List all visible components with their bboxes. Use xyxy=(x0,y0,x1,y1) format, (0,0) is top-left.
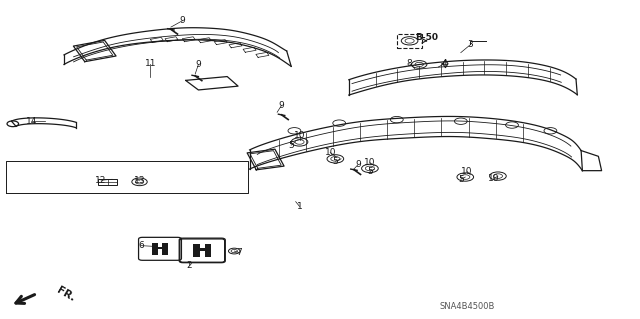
Text: 9: 9 xyxy=(196,60,201,69)
Text: 5: 5 xyxy=(289,141,294,150)
Bar xyxy=(397,34,422,48)
Text: B-50: B-50 xyxy=(415,33,438,42)
Text: 8: 8 xyxy=(407,59,412,68)
Bar xyxy=(98,179,117,185)
Text: SNA4B4500B: SNA4B4500B xyxy=(440,302,495,311)
Text: 2: 2 xyxy=(186,261,191,270)
Bar xyxy=(152,243,158,255)
Text: FR.: FR. xyxy=(55,285,77,303)
Bar xyxy=(205,244,211,257)
Bar xyxy=(200,249,205,251)
Text: 1: 1 xyxy=(297,202,302,211)
Text: 10: 10 xyxy=(324,148,336,157)
Text: 5: 5 xyxy=(458,175,463,184)
Text: 13: 13 xyxy=(134,176,145,185)
Text: 9: 9 xyxy=(355,160,360,169)
Text: 10: 10 xyxy=(294,131,305,140)
Text: 12: 12 xyxy=(95,176,107,185)
Text: 10: 10 xyxy=(364,158,376,167)
Text: 9: 9 xyxy=(180,16,185,25)
Text: 11: 11 xyxy=(145,59,156,68)
Bar xyxy=(158,247,162,249)
Bar xyxy=(193,244,200,257)
Bar xyxy=(162,243,168,255)
Text: 6: 6 xyxy=(138,241,143,250)
Text: 10: 10 xyxy=(488,174,500,183)
Text: 5: 5 xyxy=(333,157,338,166)
Text: 9: 9 xyxy=(279,101,284,110)
Text: 7: 7 xyxy=(237,248,242,257)
Text: 5: 5 xyxy=(367,167,372,176)
Text: 14: 14 xyxy=(26,117,38,126)
Text: 3: 3 xyxy=(468,40,473,49)
Text: 4: 4 xyxy=(442,59,447,68)
Text: 10: 10 xyxy=(461,167,473,176)
